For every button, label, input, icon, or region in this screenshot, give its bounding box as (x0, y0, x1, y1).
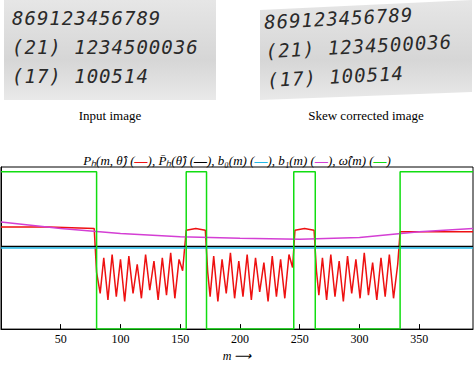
svg-text:—: — (134, 153, 148, 168)
svg-text:100: 100 (111, 332, 129, 346)
svg-text:Pₕ(m, θ̂) (: Pₕ(m, θ̂) ( (82, 153, 135, 168)
svg-text:200: 200 (231, 332, 249, 346)
html-text:869123456789 (21) 1234500036 (: 869123456789 (21) 1234500036 (17) 100514 (12, 7, 199, 87)
svg-text:m ⟶: m ⟶ (223, 349, 253, 363)
svg-text:), b₀(m) (: ), b₀(m) ( (206, 153, 255, 168)
svg-text:300: 300 (350, 332, 368, 346)
svg-text:—: — (314, 153, 328, 168)
svg-text:50: 50 (55, 332, 67, 346)
svg-text:): ) (386, 153, 391, 168)
html-text:Input image: Input image (78, 108, 142, 123)
svg-text:350: 350 (410, 332, 428, 346)
html-text:Skew corrected image: Skew corrected image (308, 108, 424, 123)
svg-text:—: — (193, 153, 207, 168)
svg-text:150: 150 (171, 332, 189, 346)
svg-text:), P̄ₕ(θ̂) (: ), P̄ₕ(θ̂) ( (147, 153, 195, 168)
svg-text:), ω̂(m) (: ), ω̂(m) ( (327, 153, 374, 168)
html-text:869123456789 (21) 1234500036 (: 869123456789 (21) 1234500036 (17) 100514 (263, 3, 453, 91)
svg-text:—: — (373, 153, 387, 168)
svg-text:—: — (253, 153, 267, 168)
svg-text:), b₁(m) (: ), b₁(m) ( (266, 153, 315, 168)
svg-text:250: 250 (291, 332, 309, 346)
